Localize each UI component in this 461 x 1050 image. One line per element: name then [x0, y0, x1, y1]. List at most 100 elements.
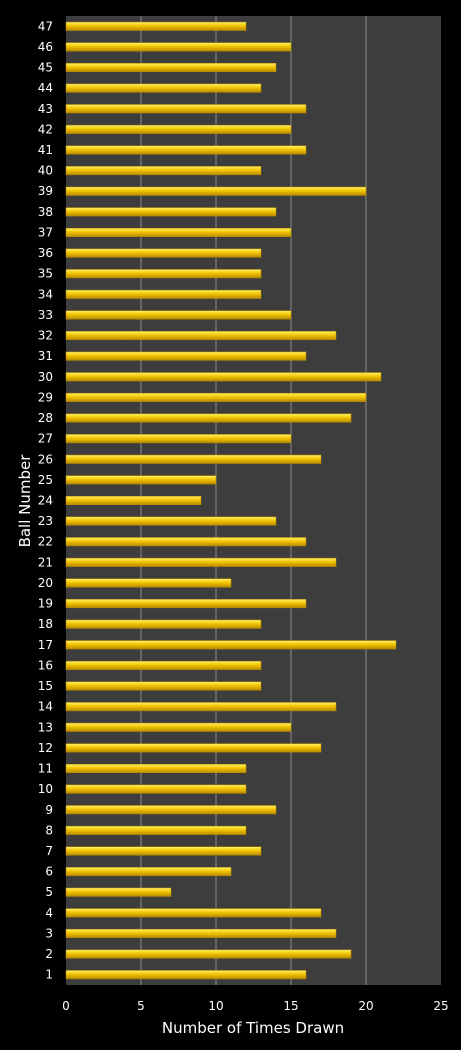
bar-ball-9: [65, 805, 277, 815]
bar-ball-7: [65, 846, 262, 856]
bar-ball-19: [65, 599, 307, 609]
y-tick-label: 34: [38, 287, 53, 301]
y-tick-label: 18: [38, 617, 53, 631]
bar-ball-36: [65, 248, 262, 258]
y-tick-label: 5: [45, 885, 53, 899]
bars: [65, 21, 397, 980]
y-tick-label: 3: [45, 926, 53, 940]
bar-ball-2: [65, 949, 352, 959]
bar-ball-12: [65, 743, 322, 753]
bar-ball-39: [65, 186, 367, 196]
y-tick-label: 25: [38, 473, 53, 487]
bar-ball-1: [65, 970, 307, 980]
y-tick-label: 4: [45, 906, 53, 920]
x-tick-label: 10: [208, 999, 223, 1013]
y-tick-label: 39: [38, 184, 53, 198]
bar-ball-20: [65, 578, 232, 588]
bar-ball-3: [65, 928, 337, 938]
bar-ball-4: [65, 908, 322, 918]
y-tick-label: 41: [38, 143, 53, 157]
bar-ball-47: [65, 21, 247, 31]
bar-ball-13: [65, 722, 292, 732]
bar-ball-31: [65, 351, 307, 361]
y-tick-label: 17: [38, 638, 53, 652]
y-tick-label: 24: [38, 494, 53, 508]
bar-ball-8: [65, 825, 247, 835]
y-tick-label: 13: [38, 720, 53, 734]
bar-ball-26: [65, 454, 322, 464]
bar-ball-43: [65, 104, 307, 114]
bar-ball-23: [65, 516, 277, 526]
x-tick-labels: 0 5 10 15 20 25: [62, 999, 448, 1013]
y-tick-label: 37: [38, 225, 53, 239]
y-tick-label: 31: [38, 349, 53, 363]
x-tick-label: 20: [358, 999, 373, 1013]
y-tick-label: 2: [45, 947, 53, 961]
x-tick-label: 15: [283, 999, 298, 1013]
y-tick-label: 15: [38, 679, 53, 693]
bar-ball-16: [65, 660, 262, 670]
y-tick-label: 35: [38, 267, 53, 281]
y-tick-label: 19: [38, 597, 53, 611]
bar-ball-33: [65, 310, 292, 320]
bar-ball-34: [65, 289, 262, 299]
bar-ball-38: [65, 207, 277, 217]
bar-ball-32: [65, 331, 337, 341]
bar-ball-46: [65, 42, 292, 52]
bar-ball-40: [65, 166, 262, 176]
y-tick-label: 42: [38, 122, 53, 136]
y-tick-label: 9: [45, 803, 53, 817]
x-tick-label: 0: [62, 999, 70, 1013]
bar-ball-5: [65, 887, 172, 897]
x-axis-title: Number of Times Drawn: [162, 1019, 344, 1037]
bar-ball-18: [65, 619, 262, 629]
y-tick-label: 29: [38, 390, 53, 404]
bar-ball-11: [65, 764, 247, 774]
y-tick-label: 47: [38, 19, 53, 33]
y-tick-label: 8: [45, 823, 53, 837]
y-tick-label: 46: [38, 40, 53, 54]
bar-ball-10: [65, 784, 247, 794]
y-tick-label: 22: [38, 535, 53, 549]
bar-ball-14: [65, 702, 337, 712]
bar-ball-41: [65, 145, 307, 155]
y-tick-label: 21: [38, 555, 53, 569]
x-tick-label: 25: [433, 999, 448, 1013]
y-tick-label: 45: [38, 61, 53, 75]
y-tick-label: 40: [38, 164, 53, 178]
y-tick-label: 32: [38, 329, 53, 343]
y-tick-labels: 1234567891011121314151617181920212223242…: [38, 19, 53, 981]
bar-ball-28: [65, 413, 352, 423]
bar-ball-22: [65, 537, 307, 547]
bar-ball-6: [65, 867, 232, 877]
y-tick-label: 14: [38, 700, 53, 714]
bar-ball-42: [65, 124, 292, 134]
y-tick-label: 43: [38, 102, 53, 116]
y-tick-label: 7: [45, 844, 53, 858]
bar-ball-24: [65, 496, 202, 505]
gridlines: [140, 16, 367, 985]
y-tick-label: 6: [45, 865, 53, 879]
y-tick-label: 10: [38, 782, 53, 796]
bar-ball-37: [65, 227, 292, 237]
bar-ball-29: [65, 392, 367, 402]
y-tick-label: 33: [38, 308, 53, 322]
y-tick-label: 11: [38, 762, 53, 776]
y-tick-label: 44: [38, 81, 53, 95]
y-tick-label: 23: [38, 514, 53, 528]
y-tick-label: 28: [38, 411, 53, 425]
x-tick-label: 5: [137, 999, 145, 1013]
y-tick-label: 1: [45, 968, 53, 982]
bar-ball-17: [65, 640, 397, 650]
y-tick-label: 36: [38, 246, 53, 260]
y-tick-label: 38: [38, 205, 53, 219]
bar-ball-30: [65, 372, 382, 382]
y-tick-label: 12: [38, 741, 53, 755]
y-tick-label: 30: [38, 370, 53, 384]
y-tick-label: 26: [38, 452, 53, 466]
y-axis-title: Ball Number: [16, 454, 34, 548]
bar-ball-25: [65, 475, 217, 485]
y-tick-label: 27: [38, 432, 53, 446]
bar-ball-45: [65, 63, 277, 73]
